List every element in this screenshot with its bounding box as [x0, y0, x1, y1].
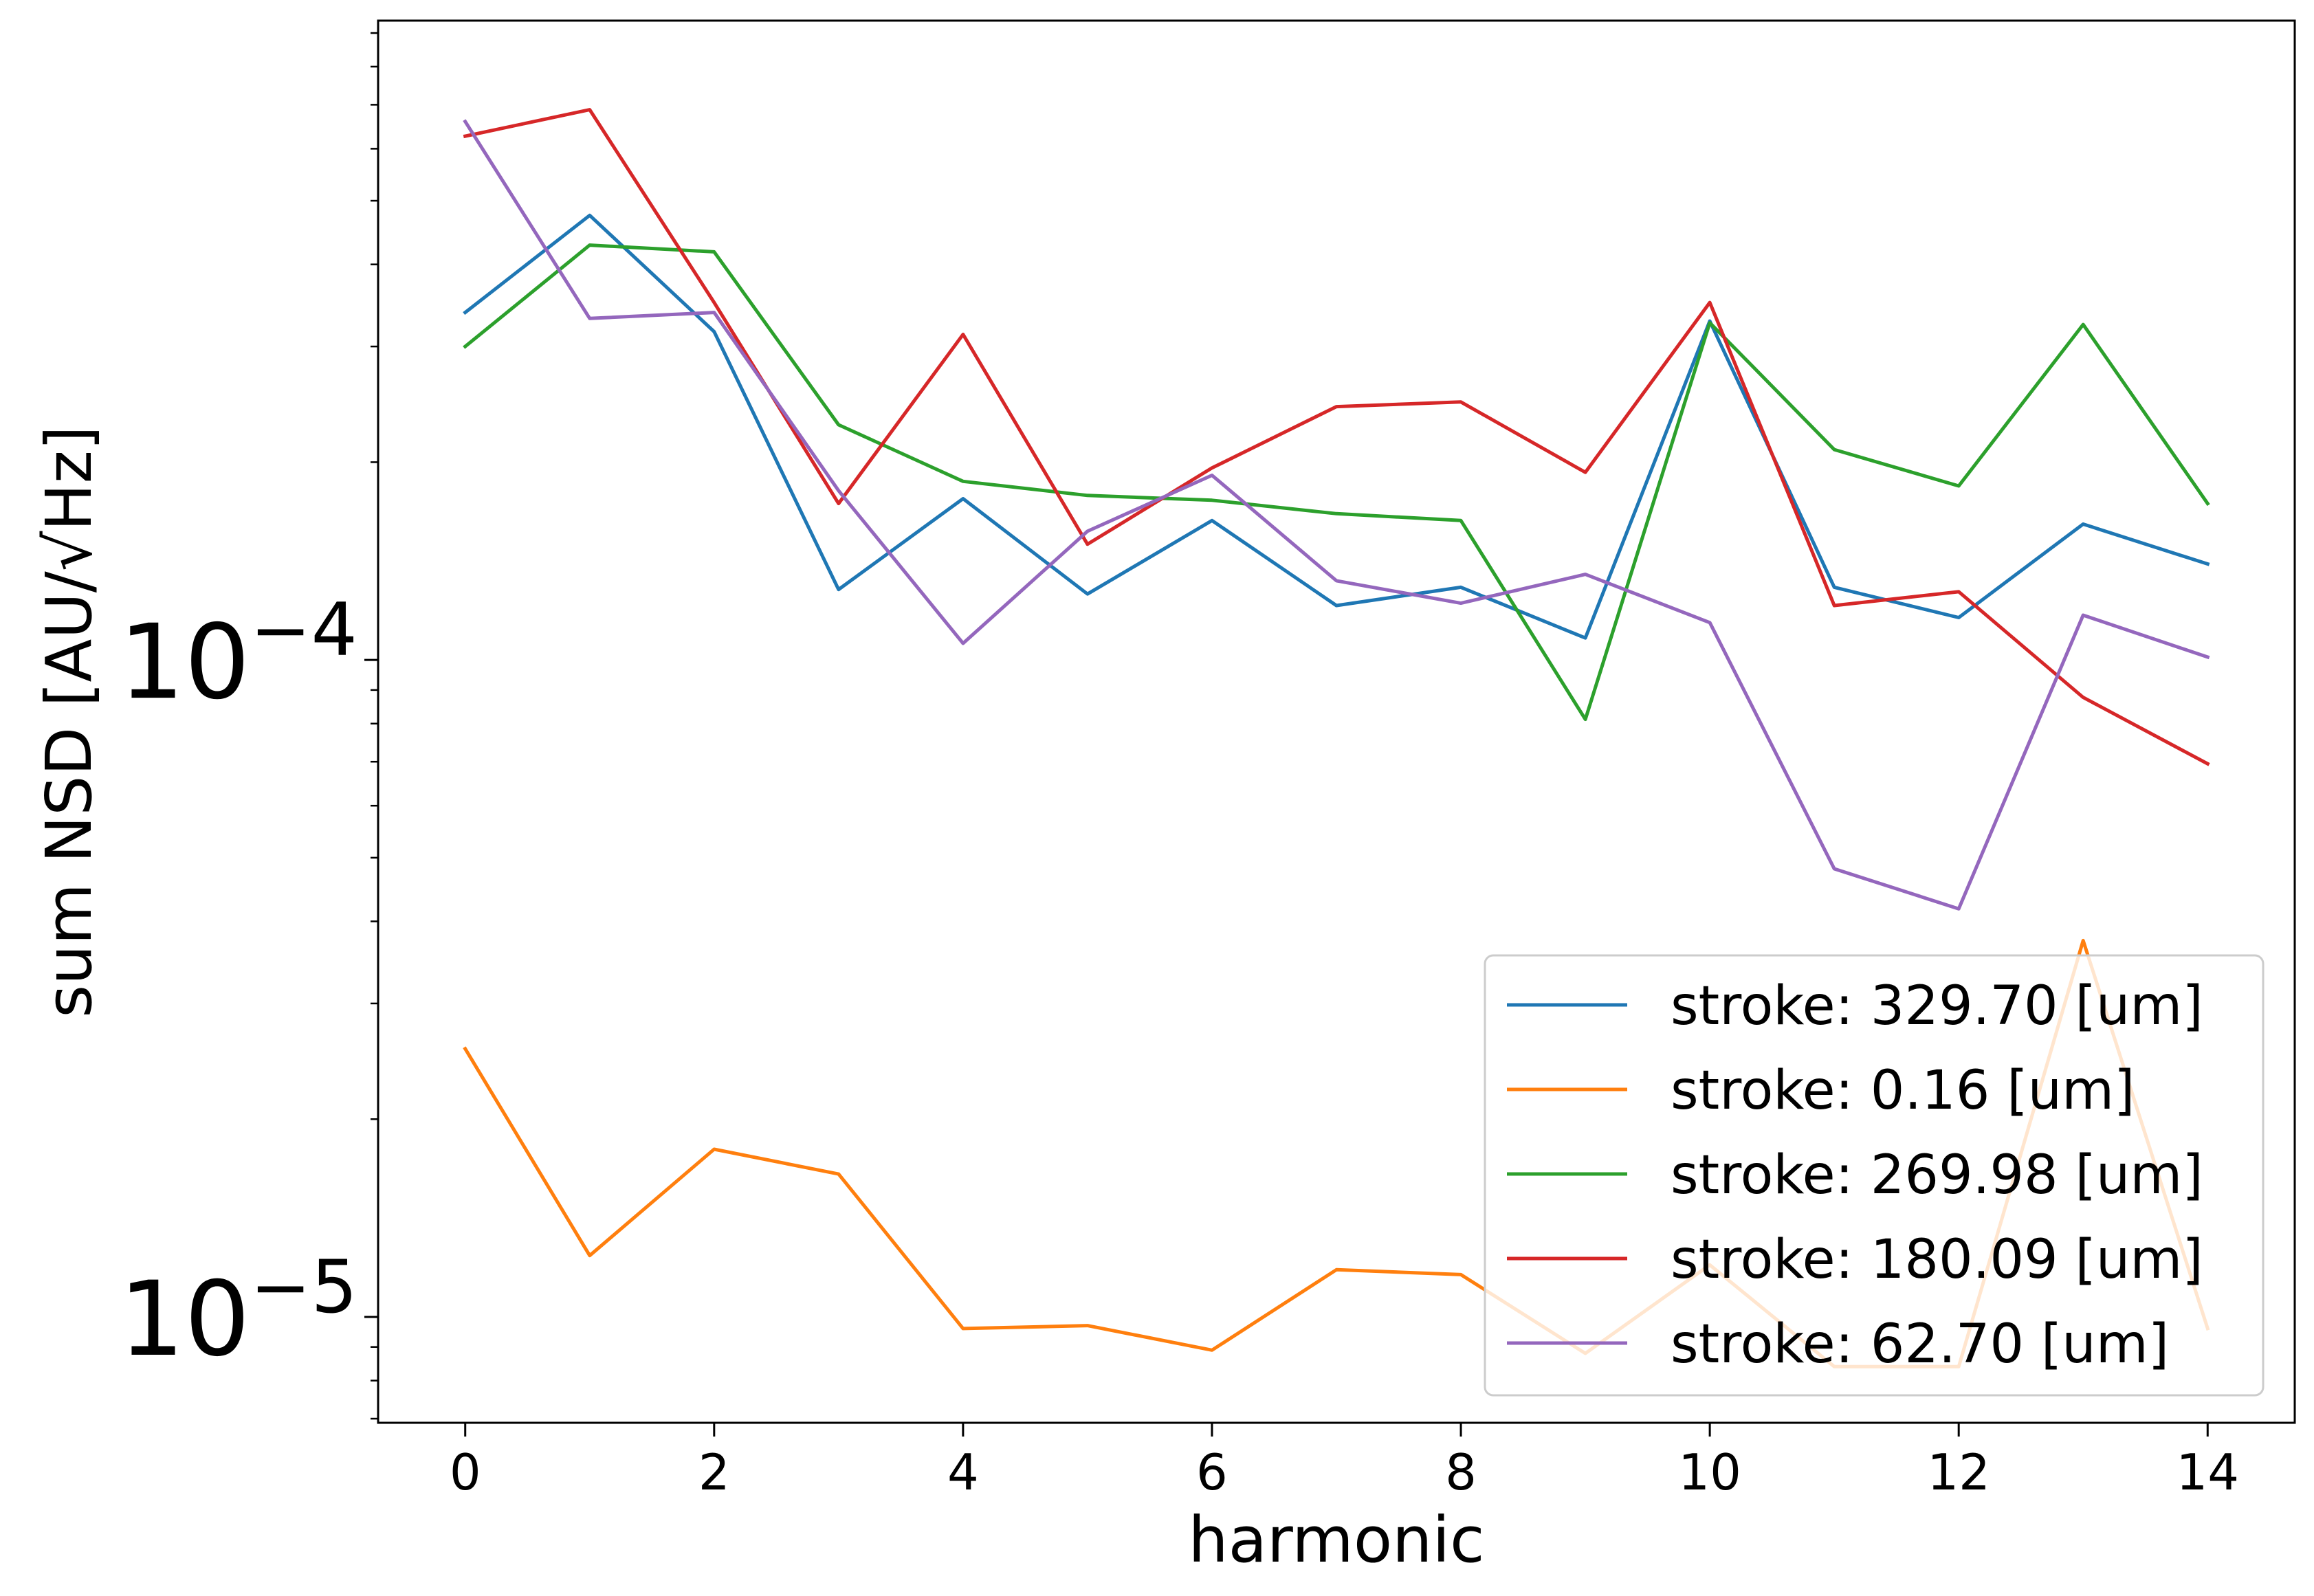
legend-label: stroke: 0.16 [um]: [1671, 1060, 2135, 1122]
legend-label: stroke: 62.70 [um]: [1671, 1314, 2169, 1375]
x-tick-label: 4: [947, 1443, 979, 1501]
x-tick-label: 10: [1678, 1443, 1741, 1501]
series-line-1: [463, 213, 2210, 640]
x-tick-label: 14: [2176, 1443, 2239, 1501]
legend-box: [1484, 954, 2265, 1397]
x-axis-ticks: 0 2 4 6 8 10 12 14: [450, 1423, 2239, 1501]
legend-label: stroke: 180.09 [um]: [1671, 1229, 2203, 1291]
x-axis-title: harmonic: [1188, 1503, 1484, 1577]
x-tick-label: 0: [450, 1443, 481, 1501]
y-tick-label: 10−4: [119, 588, 357, 722]
x-tick-label: 8: [1445, 1443, 1477, 1501]
x-tick-label: 6: [1196, 1443, 1228, 1501]
y-axis-ticks: 10−4 10−5: [119, 32, 378, 1420]
y-tick-label: 10−5: [119, 1245, 357, 1379]
plot-frame: [377, 19, 2296, 1424]
legend: stroke: 329.70 [um] stroke: 0.16 [um] stro…: [1484, 954, 2265, 1397]
series-layer: [463, 108, 2210, 1368]
x-tick-label: 12: [1927, 1443, 1990, 1501]
x-tick-label: 2: [698, 1443, 730, 1501]
legend-label: stroke: 269.98 [um]: [1671, 1144, 2203, 1206]
series-line-5: [463, 119, 2210, 911]
y-axis-title: sum NSD [AU/√Hz]: [32, 425, 106, 1018]
legend-label: stroke: 329.70 [um]: [1671, 975, 2203, 1037]
y-axis-title-group: sum NSD [AU/√Hz]: [32, 425, 106, 1018]
series-line-3: [463, 243, 2210, 722]
